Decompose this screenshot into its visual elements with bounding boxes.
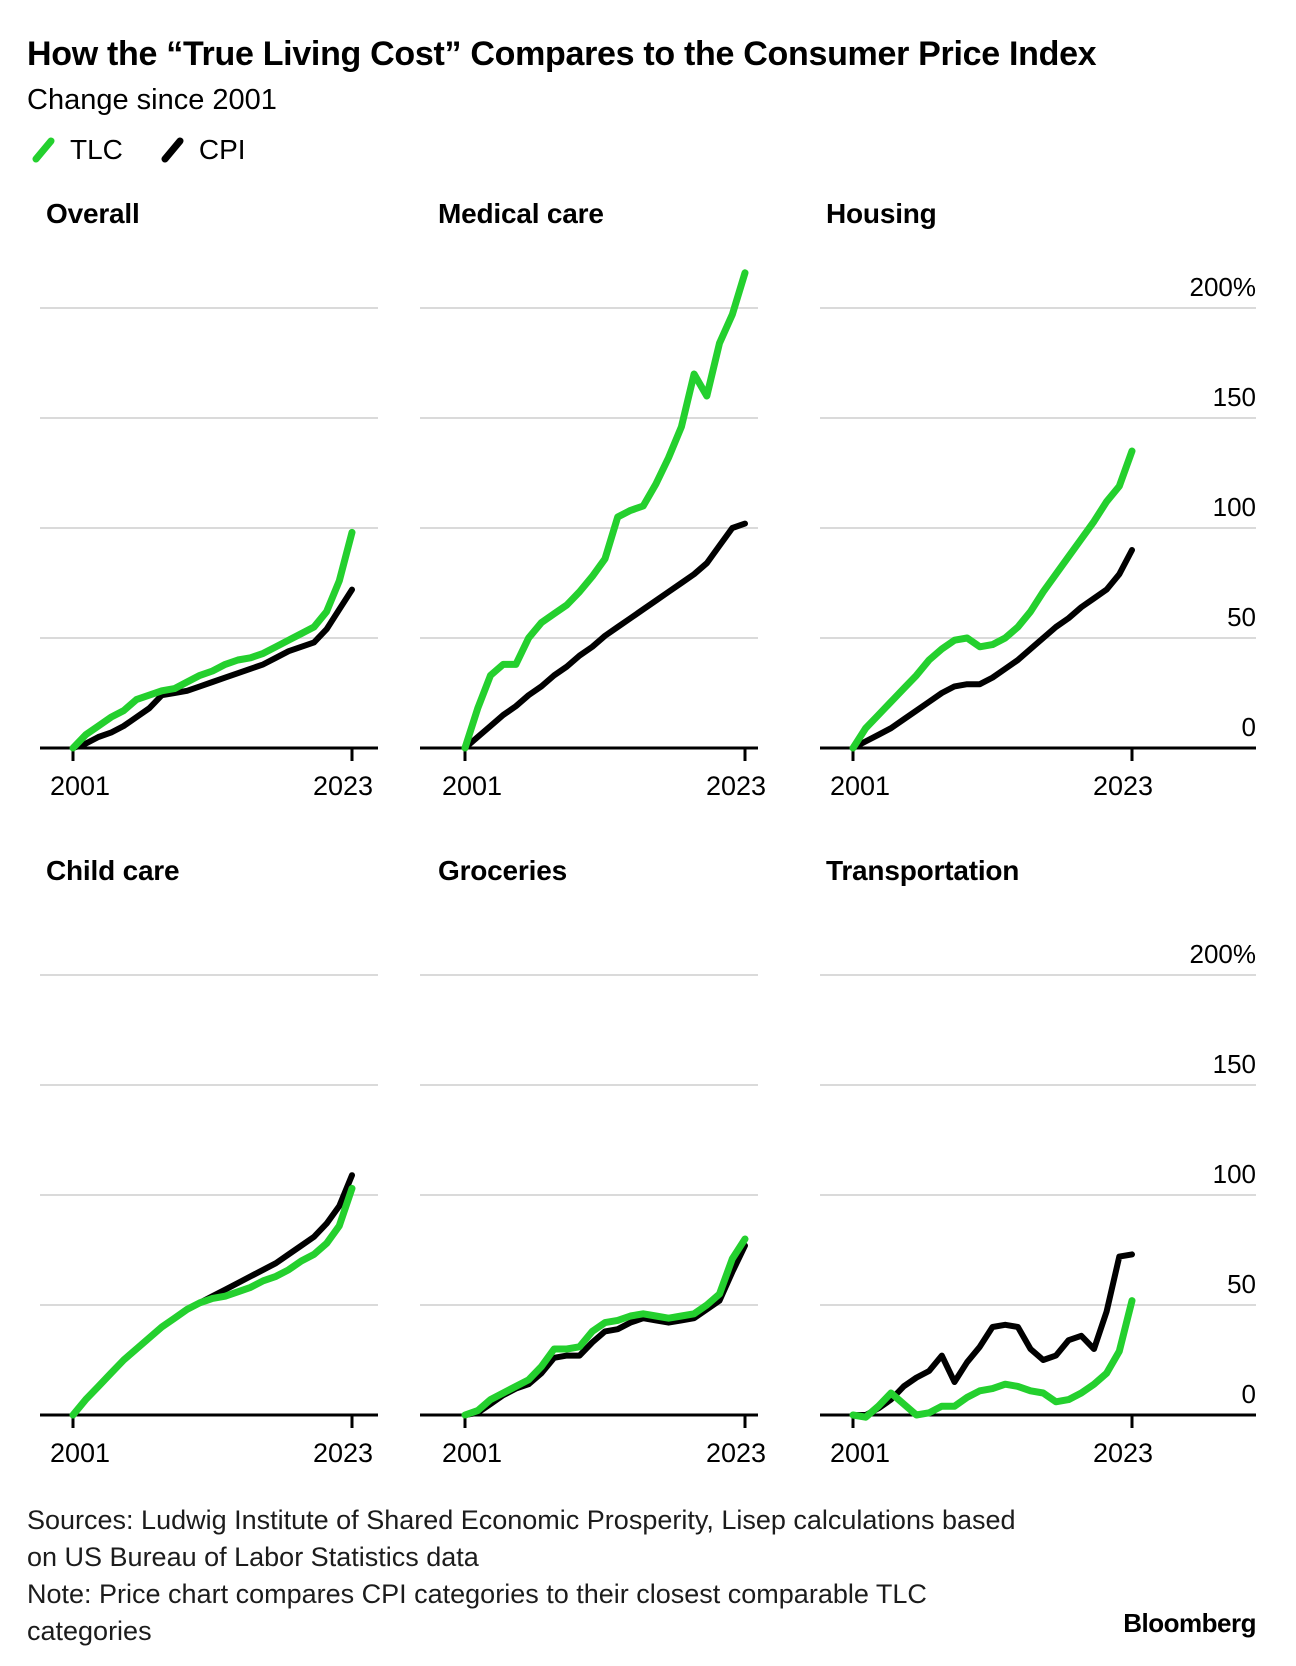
medical-care-chart: 2001 2023	[420, 269, 766, 801]
y-axis-label: 0	[1242, 1379, 1256, 1409]
tlc-line	[69, 528, 356, 752]
panel-child-care: Child care 2001 2023	[40, 855, 380, 1473]
y-axis-label: 50	[1227, 602, 1256, 632]
cpi-line	[850, 547, 1135, 751]
legend: TLC CPI	[32, 134, 246, 166]
x-axis-label: 2023	[706, 1438, 766, 1468]
y-axis-label: 100	[1213, 492, 1256, 522]
panel-title-groceries: Groceries	[438, 855, 567, 886]
note-text: Note: Price chart compares CPI categorie…	[27, 1579, 927, 1646]
legend-item-tlc: TLC	[32, 134, 123, 166]
overall-chart: 2001 2023	[40, 307, 378, 801]
x-axis-label: 2001	[442, 1438, 502, 1468]
y-axis-label: 50	[1227, 1269, 1256, 1299]
tlc-line	[461, 269, 749, 752]
x-axis-label: 2001	[830, 1438, 890, 1468]
x-axis-label: 2001	[830, 771, 890, 801]
x-axis-label: 2001	[442, 771, 502, 801]
bloomberg-logo: Bloomberg	[1123, 1608, 1256, 1638]
x-axis-label: 2023	[706, 771, 766, 801]
legend-item-cpi: CPI	[161, 134, 246, 166]
panel-transportation: Transportation 2001 2023 200% 150 100 50 0	[800, 855, 1258, 1473]
tlc-line	[849, 447, 1136, 752]
y-axis-label: 150	[1213, 1049, 1256, 1079]
panel-title-child-care: Child care	[46, 855, 180, 886]
page-subtitle: Change since 2001	[27, 84, 277, 116]
panel-title-housing: Housing	[826, 198, 937, 229]
x-axis-label: 2023	[313, 771, 373, 801]
x-axis-label: 2001	[50, 1438, 110, 1468]
tlc-line	[849, 1297, 1136, 1421]
y-axis-label: 100	[1213, 1159, 1256, 1189]
cpi-line	[462, 520, 748, 751]
panel-title-overall: Overall	[46, 198, 140, 229]
panel-groceries: Groceries 2001 2023	[420, 855, 766, 1473]
x-axis-label: 2001	[50, 771, 110, 801]
y-axis-label: 200%	[1190, 939, 1257, 969]
panel-title-medical-care: Medical care	[438, 198, 604, 229]
cpi-line	[850, 1251, 1135, 1418]
panel-medical-care: Medical care 2001 2023	[420, 198, 766, 806]
legend-label-cpi: CPI	[198, 134, 246, 165]
child-care-chart: 2001 2023	[40, 974, 378, 1468]
y-axis-label: 200%	[1190, 272, 1257, 302]
housing-chart: 2001 2023 200% 150 100 50 0	[820, 272, 1257, 801]
footer: Sources: Ludwig Institute of Shared Econ…	[27, 1502, 1017, 1650]
source-text: Sources: Ludwig Institute of Shared Econ…	[27, 1505, 1016, 1572]
tlc-line	[461, 1235, 749, 1419]
y-axis-label: 150	[1213, 382, 1256, 412]
cpi-line	[70, 586, 355, 751]
page-title: How the “True Living Cost” Compares to t…	[27, 35, 1097, 73]
tlc-line-swatch-icon	[32, 137, 55, 163]
tlc-line	[69, 1184, 356, 1419]
x-axis-label: 2023	[1093, 1438, 1153, 1468]
legend-label-tlc: TLC	[70, 134, 123, 165]
transportation-chart: 2001 2023 200% 150 100 50 0	[820, 939, 1257, 1468]
cpi-line-swatch-icon	[161, 137, 184, 163]
groceries-chart: 2001 2023	[420, 974, 766, 1468]
y-axis-label: 0	[1242, 712, 1256, 742]
panel-housing: Housing 2001 2023 200% 150 100 50 0	[800, 198, 1258, 806]
panel-overall: Overall 2001 2023	[40, 198, 380, 806]
panel-title-transportation: Transportation	[826, 855, 1020, 886]
x-axis-label: 2023	[313, 1438, 373, 1468]
x-axis-label: 2023	[1093, 771, 1153, 801]
